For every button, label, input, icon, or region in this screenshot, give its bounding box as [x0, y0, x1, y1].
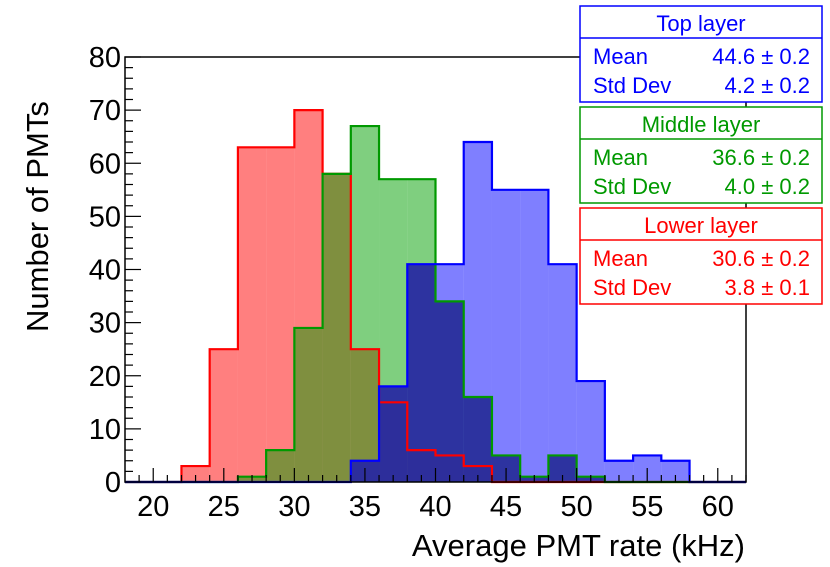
y-tick-label: 50 [89, 201, 121, 233]
stat-std-value: 4.2 ± 0.2 [725, 73, 810, 98]
x-tick-label: 20 [137, 491, 169, 523]
y-tick-label: 10 [89, 414, 121, 446]
overlap-bar [407, 264, 436, 482]
y-axis-title: Number of PMTs [20, 101, 55, 332]
stat-box-title: Top layer [656, 11, 745, 36]
stat-box-title: Middle layer [642, 112, 761, 137]
stat-mean-label: Mean [593, 44, 648, 69]
stat-box: Top layer Mean 44.6 ± 0.2 Std Dev 4.2 ± 0.2 [579, 5, 823, 103]
stat-std-value: 3.8 ± 0.1 [725, 275, 810, 300]
bar [548, 264, 577, 482]
y-tick-label: 60 [89, 148, 121, 180]
x-tick-label: 30 [278, 491, 310, 523]
bar [604, 460, 634, 482]
stat-box-border [579, 5, 823, 103]
histogram-bars [125, 109, 746, 484]
bar [266, 147, 295, 482]
bar [181, 466, 210, 482]
x-tick-label: 25 [208, 491, 240, 523]
stat-box-border [579, 207, 823, 305]
bar [661, 460, 690, 482]
overlap-bar [435, 301, 464, 482]
stat-std-label: Std Dev [593, 174, 671, 199]
overlap-bar [379, 386, 408, 482]
y-tick-label: 70 [89, 95, 121, 127]
overlap-bars [350, 264, 605, 482]
overlap-bar [463, 397, 492, 482]
stat-mean-value: 30.6 ± 0.2 [712, 246, 810, 271]
x-tick-label: 55 [631, 491, 663, 523]
stat-std-value: 4.0 ± 0.2 [725, 174, 810, 199]
stat-mean-value: 44.6 ± 0.2 [712, 44, 810, 69]
axis-ticks [125, 56, 747, 483]
bar [350, 126, 380, 482]
stat-mean-label: Mean [593, 246, 648, 271]
y-tick-label: 40 [89, 255, 121, 287]
stat-mean-label: Mean [593, 145, 648, 170]
bar [520, 189, 549, 482]
stat-box-title: Lower layer [644, 213, 758, 238]
bar [491, 189, 521, 482]
bar [209, 349, 238, 482]
bar [294, 327, 323, 482]
stat-boxes: Top layer Mean 44.6 ± 0.2 Std Dev 4.2 ± 0.2 M… [579, 5, 823, 305]
y-tick-label: 0 [105, 467, 121, 499]
x-tick-label: 60 [702, 491, 734, 523]
y-tick-label: 30 [89, 308, 121, 340]
stat-box: Middle layer Mean 36.6 ± 0.2 Std Dev 4.0 ± 0… [579, 106, 823, 204]
stat-mean-value: 36.6 ± 0.2 [712, 145, 810, 170]
x-tick-label: 45 [490, 491, 522, 523]
y-tick-label: 20 [89, 361, 121, 393]
stat-std-label: Std Dev [593, 275, 671, 300]
x-tick-label: 40 [419, 491, 451, 523]
x-tick-label: 35 [349, 491, 381, 523]
bar [237, 147, 267, 482]
axis-tick-labels: 20 25 30 35 40 45 50 55 60 0 10 20 30 40 50 60 70 80 [89, 42, 734, 523]
bar [322, 173, 351, 482]
bar [576, 381, 605, 482]
stat-box-border [579, 106, 823, 204]
y-tick-label: 80 [89, 42, 121, 74]
x-tick-label: 50 [561, 491, 593, 523]
stat-box: Lower layer Mean 30.6 ± 0.2 Std Dev 3.8 ± 0.… [579, 207, 823, 305]
stat-std-label: Std Dev [593, 73, 671, 98]
x-axis-title: Average PMT rate (kHz) [412, 528, 745, 563]
